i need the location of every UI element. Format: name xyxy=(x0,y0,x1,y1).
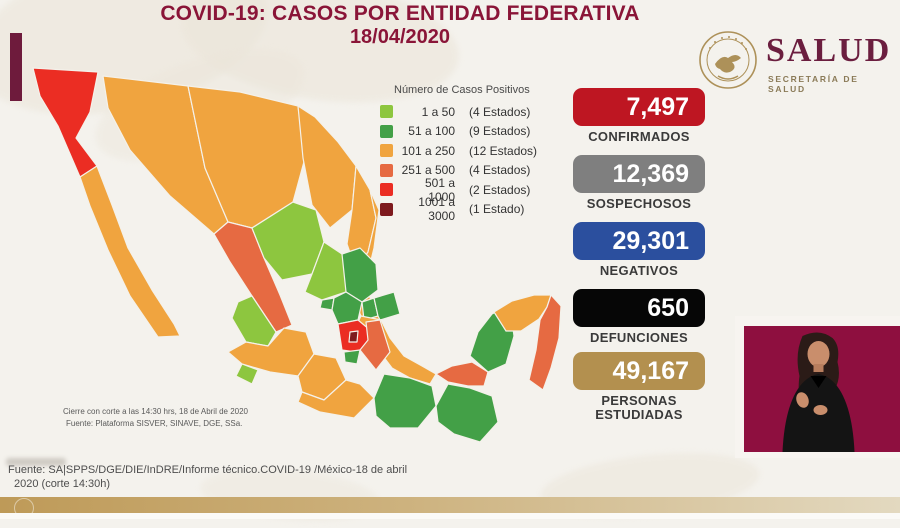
state-ciudad-de-mexico xyxy=(348,330,359,343)
legend-swatch-icon xyxy=(380,124,393,138)
footer-watermark-smudge xyxy=(6,458,66,466)
stat-label: CONFIRMADOS xyxy=(588,129,690,144)
footer-source-line1: Fuente: SA|SPPS/DGE/DIE/InDRE/Informe té… xyxy=(8,464,408,476)
state-morelos xyxy=(343,349,361,365)
legend-item: 251 a 500 (4 Estados) xyxy=(380,161,540,181)
interpreter-video xyxy=(744,326,900,452)
legend-item: 501 a 1000 (2 Estados) xyxy=(380,176,540,204)
state-baja-california-sur xyxy=(79,165,181,338)
stat-value-box: 49,167 xyxy=(573,352,705,390)
legend-range: 501 a 1000 xyxy=(424,175,455,204)
legend-swatch-icon xyxy=(380,163,393,177)
sign-language-interpreter-figure xyxy=(782,332,855,452)
map-footnote-line2: Fuente: Plataforma SISVER, SINAVE, DGE, … xyxy=(66,419,243,428)
legend-item: 101 a 250 (12 Estados) xyxy=(380,141,540,161)
stat-label: PERSONAS ESTUDIADAS xyxy=(595,393,683,422)
state-sinaloa xyxy=(213,221,293,333)
legend-range: 251 a 500 xyxy=(401,163,455,178)
footer-source: Fuente: SA|SPPS/DGE/DIE/InDRE/Informe té… xyxy=(8,463,438,491)
legend-swatch-icon xyxy=(380,202,393,216)
stat-value-box: 29,301 xyxy=(573,222,705,260)
footer-gold-bar xyxy=(0,497,900,513)
stat-label: NEGATIVOS xyxy=(599,263,679,278)
legend-count: (4 Estados) xyxy=(469,163,531,178)
legend-range: 101 a 250 xyxy=(401,143,455,158)
coat-of-arms-icon xyxy=(699,31,757,89)
map-footnote: Cierre con corte a las 14:30 hrs, 18 de … xyxy=(63,406,248,430)
stat-defunciones: 650 DEFUNCIONES xyxy=(573,289,705,345)
mexico-map xyxy=(32,67,562,443)
stat-label: SOSPECHOSOS xyxy=(586,196,692,211)
stat-value-box: 7,497 xyxy=(573,88,705,126)
legend-swatch-icon xyxy=(380,144,393,158)
bottom-strip xyxy=(0,513,900,519)
state-quintana-roo xyxy=(528,294,562,391)
stat-value-box: 12,369 xyxy=(573,155,705,193)
state-tabasco xyxy=(435,361,489,387)
salud-subtitle: SECRETARÍA DE SALUD xyxy=(768,74,859,94)
legend-count: (12 Estados) xyxy=(469,143,538,158)
legend-range: 1 a 50 xyxy=(421,104,455,119)
stat-value-box: 650 xyxy=(573,289,705,327)
legend-count: (2 Estados) xyxy=(469,182,531,197)
salud-logo: SALUD SECRETARÍA DE SALUD xyxy=(698,28,893,94)
interpreter-frame xyxy=(735,316,900,458)
legend-swatch-icon xyxy=(380,183,393,197)
state-puebla xyxy=(359,319,391,371)
page-title-line1: COVID-19: CASOS POR ENTIDAD FEDERATIVA xyxy=(160,2,640,25)
legend-count: (1 Estado) xyxy=(469,202,525,217)
legend-item: 51 a 100 (9 Estados) xyxy=(380,122,540,142)
page-title: COVID-19: CASOS POR ENTIDAD FEDERATIVA 1… xyxy=(70,2,730,48)
footer-source-line2: 2020 (corte 14:30h) xyxy=(14,478,111,490)
stat-confirmados: 7,497 CONFIRMADOS xyxy=(573,88,705,144)
map-footnote-line1: Cierre con corte a las 14:30 hrs, 18 de … xyxy=(63,407,248,416)
legend-item: 1001 a 3000 (1 Estado) xyxy=(380,195,540,223)
legend-range: 51 a 100 xyxy=(408,124,455,139)
state-chiapas xyxy=(435,383,499,443)
legend-count: (9 Estados) xyxy=(469,124,531,139)
legend-item: 1 a 50 (4 Estados) xyxy=(380,102,540,122)
salud-wordmark: SALUD xyxy=(766,32,892,69)
legend-range: 1001 a 3000 xyxy=(418,195,455,224)
legend-swatch-icon xyxy=(380,105,393,119)
map-legend: Número de Casos Positivos 1 a 50 (4 Esta… xyxy=(380,84,540,223)
state-colima xyxy=(235,363,259,385)
legend-title: Número de Casos Positivos xyxy=(394,84,530,96)
stat-personas-estudiadas: 49,167 PERSONAS ESTUDIADAS xyxy=(573,352,705,422)
stat-label: DEFUNCIONES xyxy=(590,330,688,345)
stat-sospechosos: 12,369 SOSPECHOSOS xyxy=(573,155,705,211)
stat-negativos: 29,301 NEGATIVOS xyxy=(573,222,705,278)
left-accent-bar xyxy=(10,33,22,101)
legend-count: (4 Estados) xyxy=(469,104,531,119)
page-title-line2: 18/04/2020 xyxy=(349,26,451,48)
state-hidalgo xyxy=(373,291,401,321)
state-baja-california xyxy=(32,67,99,178)
